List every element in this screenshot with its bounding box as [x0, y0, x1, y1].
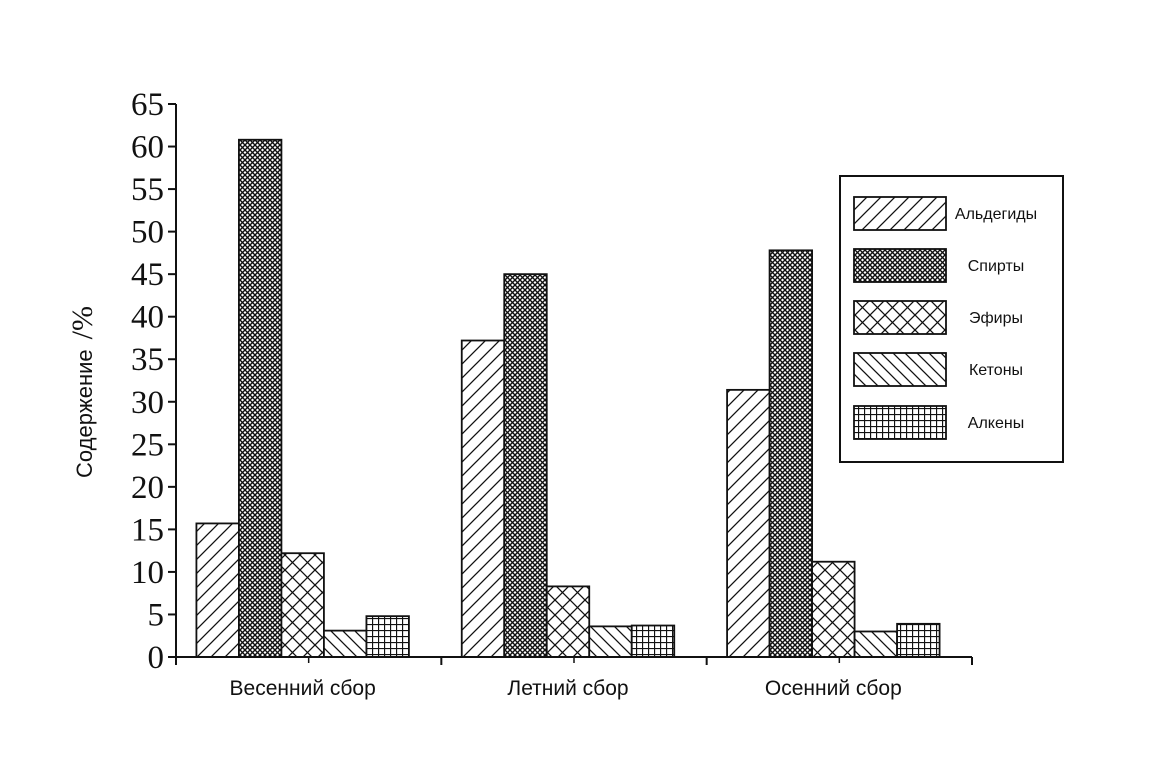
- x-axis-ticks: [175, 657, 973, 665]
- y-axis-ticks: 0 5 10 15 20 25 30 35 40 45 50 55 60 65: [131, 87, 176, 676]
- bar: [588, 625, 633, 658]
- y-tick-label: 55: [131, 172, 164, 208]
- y-tick-label: 30: [131, 385, 164, 421]
- y-tick-label: 50: [131, 215, 164, 251]
- bar: [630, 624, 676, 658]
- bar: [545, 585, 591, 658]
- y-tick-label: 65: [131, 87, 164, 123]
- y-tick-label: 35: [131, 342, 164, 378]
- bars: [195, 138, 941, 658]
- y-tick-label: 45: [131, 257, 164, 293]
- y-tick-label: 25: [131, 427, 164, 463]
- legend-swatch: [853, 352, 947, 387]
- legend-label: Эфиры: [969, 310, 1023, 327]
- x-category-label: Весенний сбор: [230, 677, 376, 700]
- y-axis-unit: /%: [66, 306, 99, 339]
- y-tick-label: 40: [131, 300, 164, 336]
- y-tick-label: 0: [148, 640, 165, 676]
- x-category-label: Осенний сбор: [765, 677, 902, 700]
- axes: [175, 104, 972, 658]
- bar: [853, 630, 898, 658]
- y-tick-label: 20: [131, 470, 164, 506]
- bar: [460, 339, 506, 658]
- y-axis-label: Содержение: [72, 349, 97, 478]
- legend-label: Альдегиды: [955, 206, 1037, 223]
- legend-label: Спирты: [968, 258, 1025, 275]
- legend-swatch: [853, 300, 947, 335]
- y-tick-label: 60: [131, 130, 164, 166]
- bar: [280, 552, 325, 658]
- legend-swatch: [853, 405, 947, 440]
- bar: [726, 388, 771, 658]
- legend-label: Алкены: [968, 415, 1024, 432]
- svg-text:Содержение /%: Содержение /%: [66, 306, 99, 478]
- y-tick-label: 15: [131, 512, 164, 548]
- x-category-label: Летний сбор: [507, 677, 628, 700]
- y-tick-label: 10: [131, 555, 164, 591]
- y-axis-title: Содержение /%: [66, 306, 99, 478]
- legend: Альдегиды Спирты Эфиры Кетоны Алкены: [839, 175, 1064, 463]
- bar: [811, 560, 856, 658]
- legend-label: Кетоны: [969, 362, 1023, 379]
- bar: [768, 249, 813, 658]
- legend-swatch: [853, 196, 947, 231]
- category-labels: Весенний сбор Летний сбор Осенний сбор: [230, 677, 902, 700]
- bar: [503, 273, 548, 658]
- bar: [195, 522, 240, 658]
- y-tick-label: 5: [148, 597, 165, 633]
- bar: [365, 615, 410, 658]
- bar: [896, 622, 941, 658]
- legend-swatch: [853, 248, 947, 283]
- bar: [323, 629, 368, 658]
- bar: [238, 138, 283, 658]
